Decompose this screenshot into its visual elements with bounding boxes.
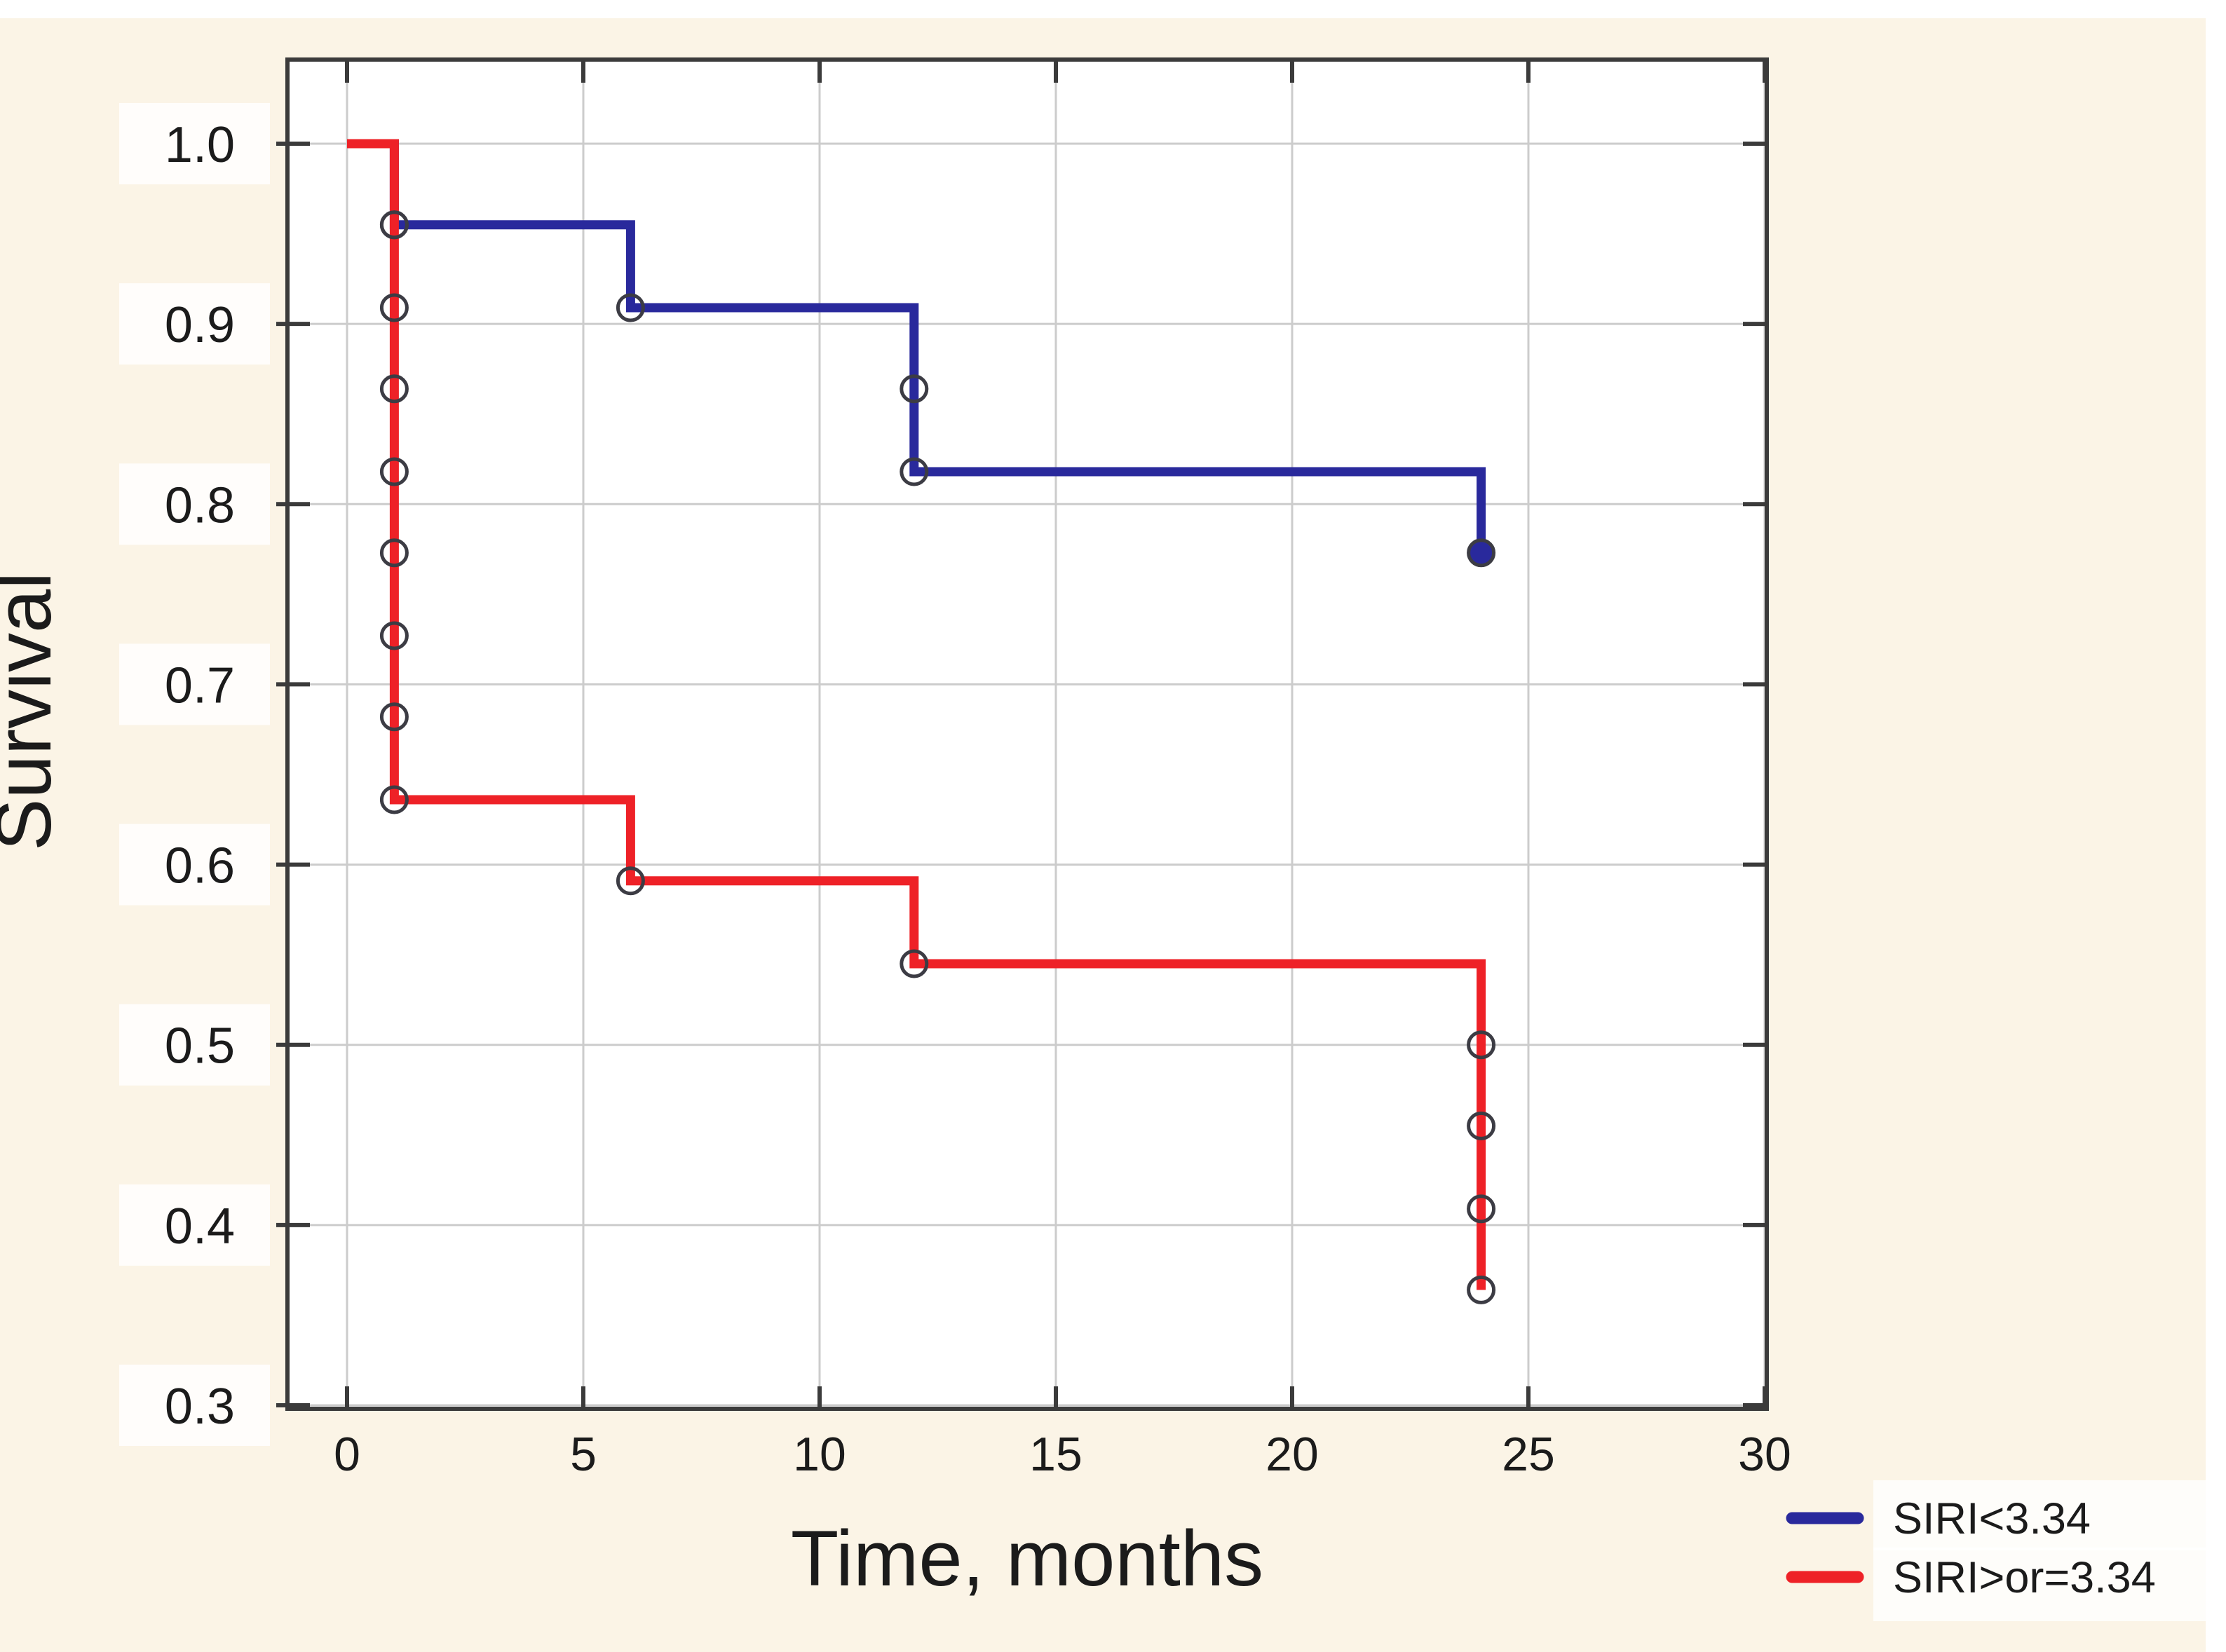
y-tick-label: 0.4 (165, 1199, 235, 1255)
y-tick-label: 0.8 (165, 477, 235, 533)
event-marker-siri-high (379, 538, 409, 568)
y-tick-label: 1.0 (165, 117, 235, 173)
y-tick-label-chip (119, 283, 270, 365)
event-marker-siri-high (1467, 1194, 1496, 1224)
event-marker-siri-low (900, 374, 929, 404)
x-tick-label: 0 (334, 1428, 360, 1481)
event-marker-siri-high (616, 866, 645, 896)
y-tick-label: 0.3 (165, 1379, 235, 1435)
x-tick-label: 25 (1502, 1428, 1555, 1481)
event-marker-siri-low (900, 457, 929, 486)
legend-chip (1873, 1480, 2224, 1550)
legend: SIRI<3.34 SIRI>or=3.34 (1786, 1480, 2226, 1621)
x-tick-label: 20 (1265, 1428, 1319, 1481)
event-marker-siri-high (379, 785, 409, 814)
y-tick-label-chip (119, 463, 270, 545)
y-tick-label: 0.7 (165, 657, 235, 714)
x-tick-label: 15 (1029, 1428, 1083, 1481)
scan-margin-right (2206, 0, 2226, 1652)
event-marker-siri-high (379, 621, 409, 650)
event-marker-siri-high (1467, 1111, 1496, 1140)
y-tick-label-chip (119, 1184, 270, 1266)
legend-chip (1873, 1548, 2226, 1621)
y-tick-label-chip (119, 1004, 270, 1086)
event-marker-siri-high (900, 949, 929, 978)
legend-label-siri-high: SIRI>or=3.34 (1893, 1553, 2156, 1602)
y-tick-label-chip (119, 824, 270, 906)
y-tick-label: 0.5 (165, 1018, 235, 1074)
event-marker-siri-low (1467, 538, 1496, 568)
y-tick-label-chip (119, 1365, 270, 1447)
legend-label-siri-low: SIRI<3.34 (1893, 1494, 2091, 1543)
y-tick-label: 0.9 (165, 297, 235, 353)
event-marker-siri-high (379, 457, 409, 486)
y-tick-label: 0.6 (165, 838, 235, 894)
plot-frame (285, 57, 1769, 1411)
plot-background (287, 60, 1767, 1409)
x-axis-title: Time, months (791, 1515, 1263, 1602)
y-tick-label-chip (119, 643, 270, 725)
event-marker-siri-high (379, 374, 409, 404)
x-tick-label: 30 (1738, 1428, 1791, 1481)
survival-curve-siri-high (347, 139, 1486, 1290)
x-tick-label: 5 (570, 1428, 597, 1481)
scan-margin-top (0, 0, 2226, 18)
event-marker-siri-high (379, 210, 409, 240)
y-tick-label-chip (119, 103, 270, 184)
y-axis-title: Survival (0, 572, 67, 851)
event-marker-siri-low (616, 293, 645, 322)
event-marker-siri-high (1467, 1030, 1496, 1060)
event-marker-siri-high (379, 293, 409, 322)
event-marker-siri-high (1467, 1275, 1496, 1304)
event-marker-siri-high (379, 702, 409, 732)
x-tick-label: 10 (793, 1428, 846, 1481)
